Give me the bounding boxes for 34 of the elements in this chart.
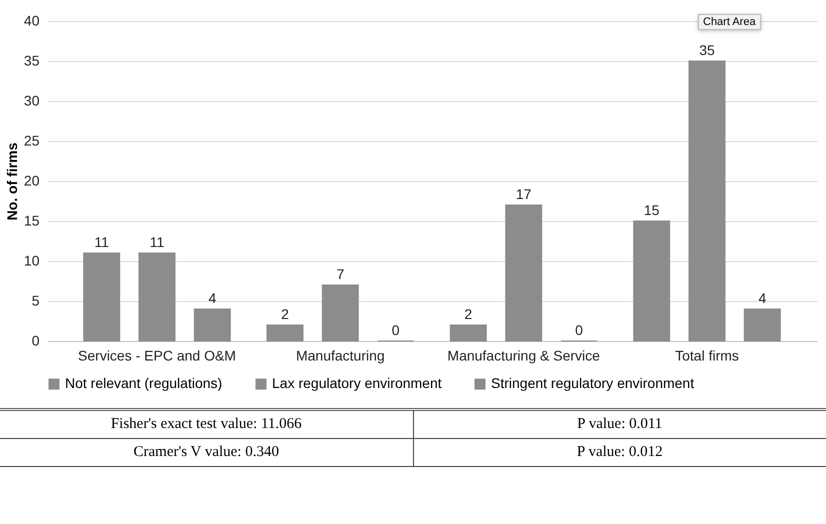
y-tick-label: 0 [32, 332, 40, 348]
y-tick-label: 15 [24, 212, 40, 228]
y-tick-label: 5 [32, 292, 40, 308]
data-label: 11 [94, 234, 110, 250]
data-label: 11 [150, 234, 164, 250]
text: P value: 0.011 [413, 410, 826, 438]
text: P value: 0.012 [413, 438, 826, 466]
data-label: 2 [281, 306, 290, 322]
legend-label: Lax regulatory environment [272, 375, 442, 392]
x-tick-label: Services - EPC and O&M [78, 348, 236, 364]
x-tick-label: Manufacturing & Service [447, 348, 600, 364]
x-tick-label: Total firms [675, 348, 739, 364]
y-tick-label: 25 [24, 132, 40, 148]
data-label: 7 [336, 266, 344, 282]
y-tick-label: 20 [24, 172, 40, 188]
x-tick-label: Manufacturing [296, 348, 385, 364]
y-tick-label: 10 [24, 252, 40, 268]
legend-label: Not relevant (regulations) [65, 375, 222, 392]
y-tick-label: 35 [24, 52, 40, 68]
data-label: 4 [758, 290, 766, 306]
data-label: 0 [392, 322, 400, 338]
y-tick-label: 40 [24, 12, 40, 28]
annotation: Chart Area [698, 14, 761, 30]
y-tick-label: 30 [24, 92, 40, 108]
legend-label: Stringent regulatory environment [491, 375, 694, 392]
data-label: 35 [699, 42, 715, 58]
data-label: 17 [516, 186, 532, 202]
data-label: 0 [575, 322, 584, 338]
data-label: 2 [464, 306, 472, 322]
y-axis-title: No. of firms [4, 142, 20, 220]
data-label: 15 [644, 202, 660, 218]
text: Fisher's exact test value: 11.066 [0, 410, 413, 438]
text: Cramer's V value: 0.340 [0, 438, 413, 466]
data-label: 4 [208, 290, 216, 306]
